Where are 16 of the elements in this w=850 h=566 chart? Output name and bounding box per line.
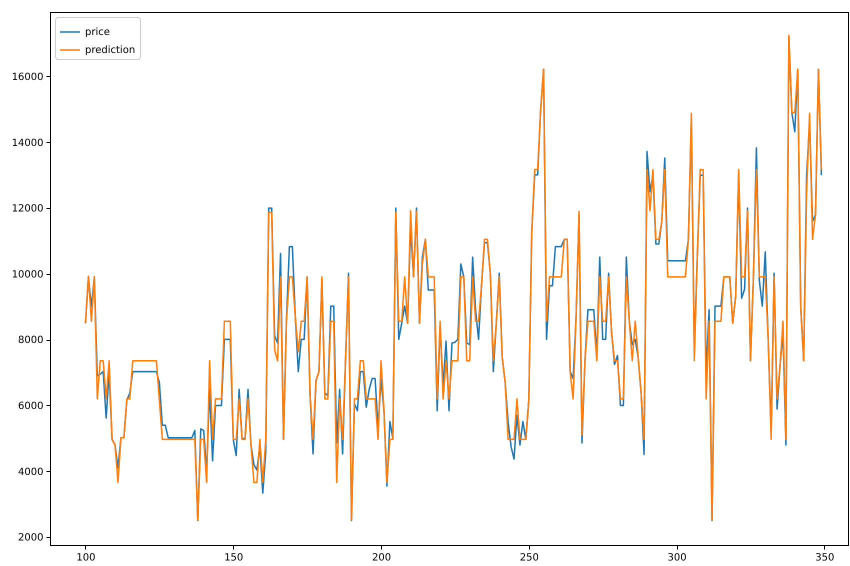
x-tick-label: 350 (815, 552, 834, 564)
y-tick-label: 12000 (12, 204, 44, 215)
y-tick-label: 8000 (18, 335, 44, 346)
y-tick-label: 6000 (18, 401, 44, 412)
legend-label: prediction (85, 45, 136, 56)
x-tick-label: 150 (224, 552, 244, 564)
y-tick-label: 14000 (12, 138, 44, 149)
x-tick-label: 200 (372, 552, 392, 564)
x-tick-label: 250 (520, 552, 539, 564)
y-tick-label: 2000 (18, 532, 44, 544)
x-tick-label: 100 (76, 552, 96, 564)
y-tick-label: 4000 (18, 466, 44, 478)
x-tick-label: 300 (668, 552, 687, 564)
y-tick-label: 10000 (12, 269, 44, 280)
legend-label: price (85, 27, 110, 38)
y-tick-label: 16000 (12, 72, 44, 83)
